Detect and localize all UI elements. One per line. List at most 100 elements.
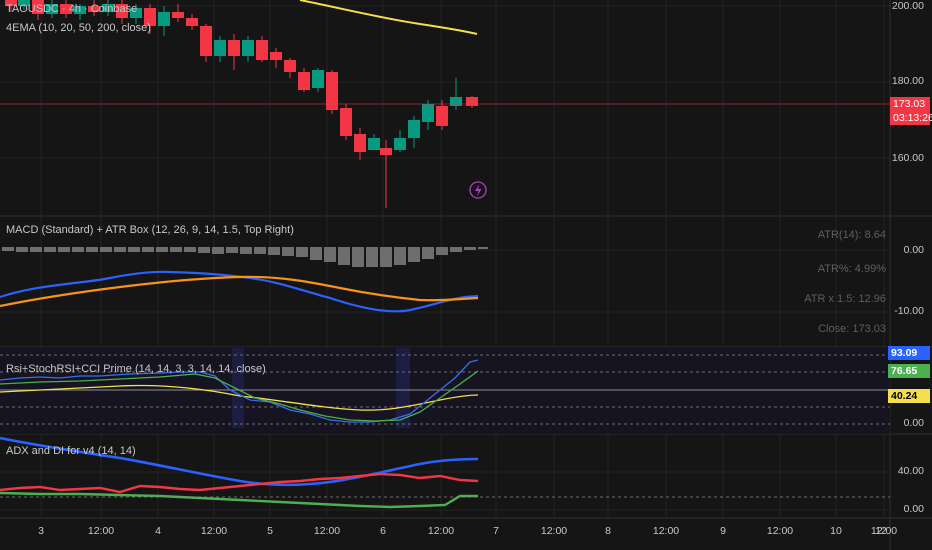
macd-histogram-bar <box>478 247 488 249</box>
macd-axis-label: -10.00 <box>894 305 924 317</box>
macd-series <box>0 247 488 313</box>
candle-down <box>298 72 310 90</box>
macd-signal-line <box>0 275 479 308</box>
macd-histogram-bar <box>156 247 168 252</box>
macd-histogram-bar <box>464 247 476 250</box>
candlestick-series <box>5 0 478 208</box>
macd-histogram-bar <box>394 247 406 265</box>
rsi-highlight-band <box>232 348 244 428</box>
macd-histogram-bar <box>310 247 322 260</box>
macd-histogram-bar <box>282 247 294 256</box>
time-axis-label: 8 <box>605 525 611 537</box>
macd-histogram-bar <box>86 247 98 252</box>
macd-histogram-bar <box>352 247 364 267</box>
candle-up <box>312 70 324 88</box>
candle-up <box>368 138 380 150</box>
macd-histogram-bar <box>30 247 42 252</box>
macd-histogram-bar <box>380 247 392 267</box>
macd-histogram-bar <box>2 247 14 251</box>
time-axis-label: 4 <box>155 525 161 537</box>
bar-countdown-tag: 03:13:26 <box>890 111 932 125</box>
price-axis-label: 180.00 <box>891 75 924 87</box>
rsi-line <box>0 384 479 411</box>
candle-down <box>256 40 268 60</box>
macd-histogram-bar <box>296 247 308 257</box>
lightning-icon[interactable] <box>469 181 487 199</box>
candle-down <box>172 12 184 18</box>
macd-histogram-bar <box>128 247 140 252</box>
atr-multiple: ATR x 1.5: 12.96 <box>804 293 886 305</box>
macd-histogram-bar <box>226 247 238 253</box>
macd-histogram-bar <box>450 247 462 252</box>
macd-histogram-bar <box>436 247 448 255</box>
ema-legend[interactable]: 4EMA (10, 20, 50, 200, close) <box>6 22 151 34</box>
adx-series <box>0 436 890 509</box>
macd-histogram-bar <box>338 247 350 265</box>
candle-down <box>200 26 212 56</box>
candle-up <box>450 97 462 106</box>
candle-down <box>88 6 100 12</box>
candle-up <box>18 0 30 6</box>
rsi-axis-label: 0.00 <box>903 417 924 429</box>
candle-up <box>102 4 114 12</box>
adx-legend[interactable]: ADX and DI for v4 (14, 14) <box>6 445 136 457</box>
grid-lines <box>0 0 890 518</box>
macd-histogram-bar <box>268 247 280 255</box>
macd-histogram-bar <box>44 247 56 252</box>
candle-down <box>436 106 448 126</box>
plus-di-line <box>0 472 479 494</box>
candle-up <box>394 138 406 150</box>
candle-up <box>130 8 142 18</box>
macd-histogram-bar <box>142 247 154 252</box>
candle-down <box>284 60 296 72</box>
macd-histogram-bar <box>408 247 420 262</box>
time-axis-label: 12:00 <box>427 525 455 537</box>
price-axis-label: 160.00 <box>891 152 924 164</box>
candle-down <box>228 40 240 56</box>
rsi-series <box>0 347 890 434</box>
candle-down <box>354 134 366 152</box>
macd-legend[interactable]: MACD (Standard) + ATR Box (12, 26, 9, 14… <box>6 224 294 236</box>
time-axis-label: 12:00 <box>766 525 794 537</box>
time-axis-label: 12:00 <box>870 525 898 537</box>
candle-down <box>32 0 44 14</box>
rsi-legend[interactable]: Rsi+StochRSI+CCI Prime (14, 14, 3, 3, 14… <box>6 363 266 375</box>
time-axis-label: 12:00 <box>313 525 341 537</box>
candle-up <box>74 6 86 14</box>
ema-200-line <box>299 0 478 35</box>
macd-histogram-bar <box>58 247 70 252</box>
macd-histogram-bar <box>100 247 112 252</box>
time-axis-label: 3 <box>38 525 44 537</box>
time-axis-label: 12:00 <box>652 525 680 537</box>
atr-percent: ATR%: 4.99% <box>817 263 886 275</box>
rsi-yellow-tag: 40.24 <box>888 389 930 403</box>
rsi-background <box>0 347 890 434</box>
adx-axis-label: 0.00 <box>903 503 924 515</box>
atr-close: Close: 173.03 <box>818 323 886 335</box>
candle-down <box>144 8 156 26</box>
candle-up <box>422 104 434 122</box>
last-price-tag: 173.03 <box>890 97 930 111</box>
time-axis-label: 7 <box>493 525 499 537</box>
atr-value: ATR(14): 8.64 <box>817 229 886 241</box>
price-axis-label: 200.00 <box>891 0 924 12</box>
macd-histogram-bar <box>170 247 182 252</box>
symbol-legend[interactable]: TAOUSDC · 4h · Coinbase <box>6 3 138 15</box>
candle-up <box>242 40 254 56</box>
candle-down <box>186 18 198 26</box>
candle-up <box>214 40 226 56</box>
macd-histogram-bar <box>254 247 266 254</box>
candle-up <box>46 4 58 14</box>
macd-line <box>0 270 479 313</box>
macd-histogram-bar <box>114 247 126 252</box>
candle-down <box>60 4 72 14</box>
macd-histogram-bar <box>212 247 224 254</box>
candle-down <box>340 108 352 136</box>
time-axis-label: 9 <box>720 525 726 537</box>
macd-histogram-bar <box>422 247 434 259</box>
macd-histogram-bar <box>16 247 28 252</box>
candle-down <box>5 0 17 6</box>
macd-histogram-bar <box>324 247 336 262</box>
macd-histogram-bar <box>198 247 210 253</box>
